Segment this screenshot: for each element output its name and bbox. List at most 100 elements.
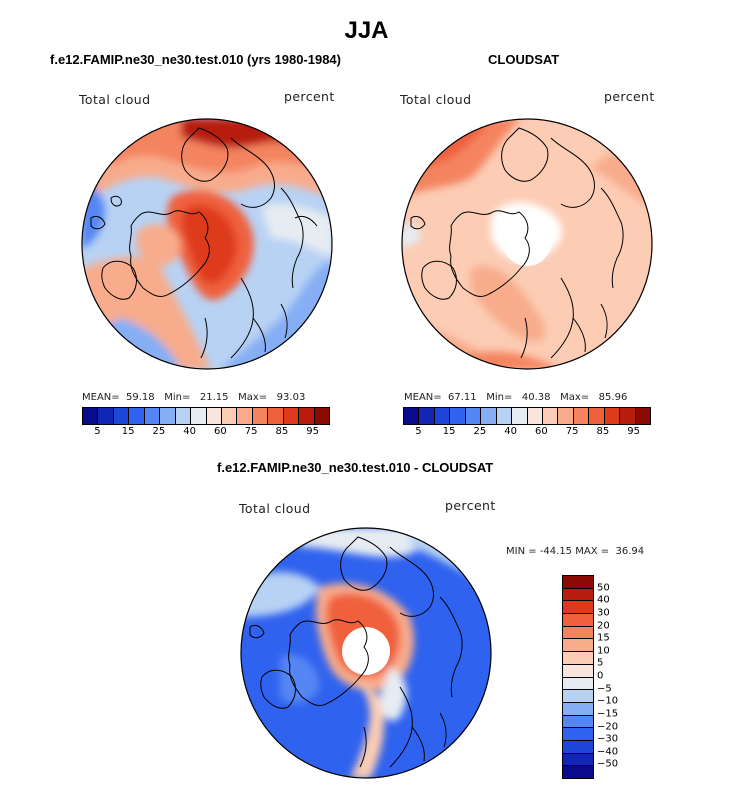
colorbar-swatch xyxy=(464,408,481,424)
panel2-min-label: Min= xyxy=(486,392,513,403)
colorbar-tick-label: 30 xyxy=(597,607,610,619)
panel3-units-label: percent xyxy=(445,498,496,513)
colorbar-swatch xyxy=(541,408,558,424)
colorbar-tick-label: −15 xyxy=(597,708,619,720)
colorbar-tick-label: 40 xyxy=(597,594,610,606)
panel2-max-value: 85.96 xyxy=(598,392,628,403)
panel3-title: f.e12.FAMIP.ne30_ne30.test.010 - CLOUDSA… xyxy=(217,460,494,475)
panel2-variable-label: Total cloud xyxy=(400,92,472,107)
panel2-title: CLOUDSAT xyxy=(488,52,560,67)
panel1-colorbar xyxy=(82,407,330,425)
colorbar-tick-label: 15 xyxy=(597,632,610,644)
panel3-min-label: MIN = xyxy=(506,546,537,557)
colorbar-tick-label: −20 xyxy=(597,721,619,732)
colorbar-tick-label: 20 xyxy=(597,620,610,631)
colorbar-swatch xyxy=(563,727,593,740)
figure-title: JJA xyxy=(344,17,389,44)
colorbar-swatch xyxy=(83,408,98,424)
panel2-polar-map xyxy=(401,118,653,370)
colorbar-swatch xyxy=(282,408,299,424)
colorbar-tick-label: −30 xyxy=(597,733,619,745)
panel3-polar-map xyxy=(240,527,492,779)
panel1-polar-map xyxy=(81,118,333,370)
colorbar-tick-label: −50 xyxy=(597,758,619,770)
colorbar-tick-label: 75 xyxy=(565,426,579,437)
colorbar-tick-label: 25 xyxy=(473,426,487,437)
panel1-max-value: 93.03 xyxy=(276,392,306,403)
colorbar-tick-label: −5 xyxy=(597,683,612,695)
panel2-min-value: 40.38 xyxy=(521,392,551,403)
panel1-min-label: Min= xyxy=(164,392,191,403)
colorbar-swatch xyxy=(418,408,434,424)
panel2-mean-label: MEAN= xyxy=(404,392,442,403)
colorbar-tick-label: 15 xyxy=(121,426,135,437)
colorbar-tick-label: 5 xyxy=(415,426,422,437)
colorbar-tick-label: 95 xyxy=(627,426,640,437)
colorbar-tick-label: 25 xyxy=(152,426,166,437)
colorbar-swatch xyxy=(267,408,283,424)
colorbar-swatch xyxy=(563,600,593,614)
colorbar-swatch xyxy=(220,408,237,424)
panel3-variable-label: Total cloud xyxy=(239,501,311,516)
colorbar-swatch xyxy=(563,689,593,702)
colorbar-swatch xyxy=(563,765,593,778)
colorbar-swatch xyxy=(143,408,160,424)
colorbar-swatch xyxy=(563,587,593,601)
colorbar-tick-label: 85 xyxy=(275,426,289,437)
colorbar-swatch xyxy=(557,408,573,424)
colorbar-tick-label: 85 xyxy=(596,426,610,437)
panel2-mean-value: 67.11 xyxy=(448,392,477,403)
panel1-units-label: percent xyxy=(284,89,335,104)
panel3-colorbar-ticks: 50 40 30 20 15 10 5 0 −5 −10 −15 −20 −30 −40 −50 xyxy=(597,575,657,777)
panel1-mean-value: 59.18 xyxy=(126,392,155,403)
panel3-colorbar xyxy=(562,575,594,779)
colorbar-swatch xyxy=(563,625,593,639)
colorbar-tick-label: 0 xyxy=(597,670,604,682)
colorbar-swatch xyxy=(190,408,206,424)
panel1-colorbar-ticks: 5 15 25 40 60 75 85 95 xyxy=(82,426,328,440)
colorbar-swatch xyxy=(313,408,329,424)
panel3-min-value: -44.15 xyxy=(539,546,573,557)
panel1-variable-label: Total cloud xyxy=(79,92,151,107)
colorbar-tick-label: 50 xyxy=(597,582,610,594)
colorbar-tick-label: 60 xyxy=(214,426,227,437)
colorbar-tick-label: −40 xyxy=(597,746,619,758)
panel1-title: f.e12.FAMIP.ne30_ne30.test.010 (yrs 1980… xyxy=(50,52,341,67)
colorbar-swatch xyxy=(495,408,512,424)
panel2-max-label: Max= xyxy=(560,392,590,403)
colorbar-swatch xyxy=(112,408,129,424)
panel2-units-label: percent xyxy=(604,89,655,104)
colorbar-swatch xyxy=(526,408,542,424)
colorbar-swatch xyxy=(563,739,593,753)
colorbar-swatch xyxy=(236,408,252,424)
colorbar-swatch xyxy=(480,408,496,424)
panel3-max-value: 36.94 xyxy=(615,546,645,557)
colorbar-tick-label: 5 xyxy=(94,426,101,437)
colorbar-swatch xyxy=(572,408,589,424)
panel3-stats: MIN = -44.15 MAX = 36.94 xyxy=(506,546,644,557)
panel1-min-value: 21.15 xyxy=(199,392,229,403)
colorbar-swatch xyxy=(298,408,314,424)
colorbar-tick-label: 75 xyxy=(244,426,258,437)
colorbar-tick-label: 95 xyxy=(306,426,319,437)
colorbar-swatch xyxy=(563,613,593,626)
panel2-colorbar xyxy=(403,407,651,425)
panel2-stats: MEAN= 67.11 Min= 40.38 Max= 85.96 xyxy=(404,392,627,403)
colorbar-swatch xyxy=(563,752,593,766)
colorbar-swatch xyxy=(563,651,593,664)
colorbar-swatch xyxy=(404,408,419,424)
colorbar-swatch xyxy=(563,714,593,728)
colorbar-swatch xyxy=(563,663,593,677)
panel1-mean-label: MEAN= xyxy=(82,392,120,403)
colorbar-swatch xyxy=(588,408,604,424)
colorbar-swatch xyxy=(251,408,268,424)
colorbar-swatch xyxy=(159,408,175,424)
colorbar-swatch xyxy=(563,676,593,690)
colorbar-swatch xyxy=(433,408,450,424)
colorbar-tick-label: 40 xyxy=(504,426,517,437)
colorbar-swatch xyxy=(603,408,620,424)
colorbar-swatch xyxy=(563,701,593,715)
colorbar-swatch xyxy=(511,408,527,424)
colorbar-swatch xyxy=(634,408,650,424)
panel2-colorbar-ticks: 5 15 25 40 60 75 85 95 xyxy=(403,426,649,440)
